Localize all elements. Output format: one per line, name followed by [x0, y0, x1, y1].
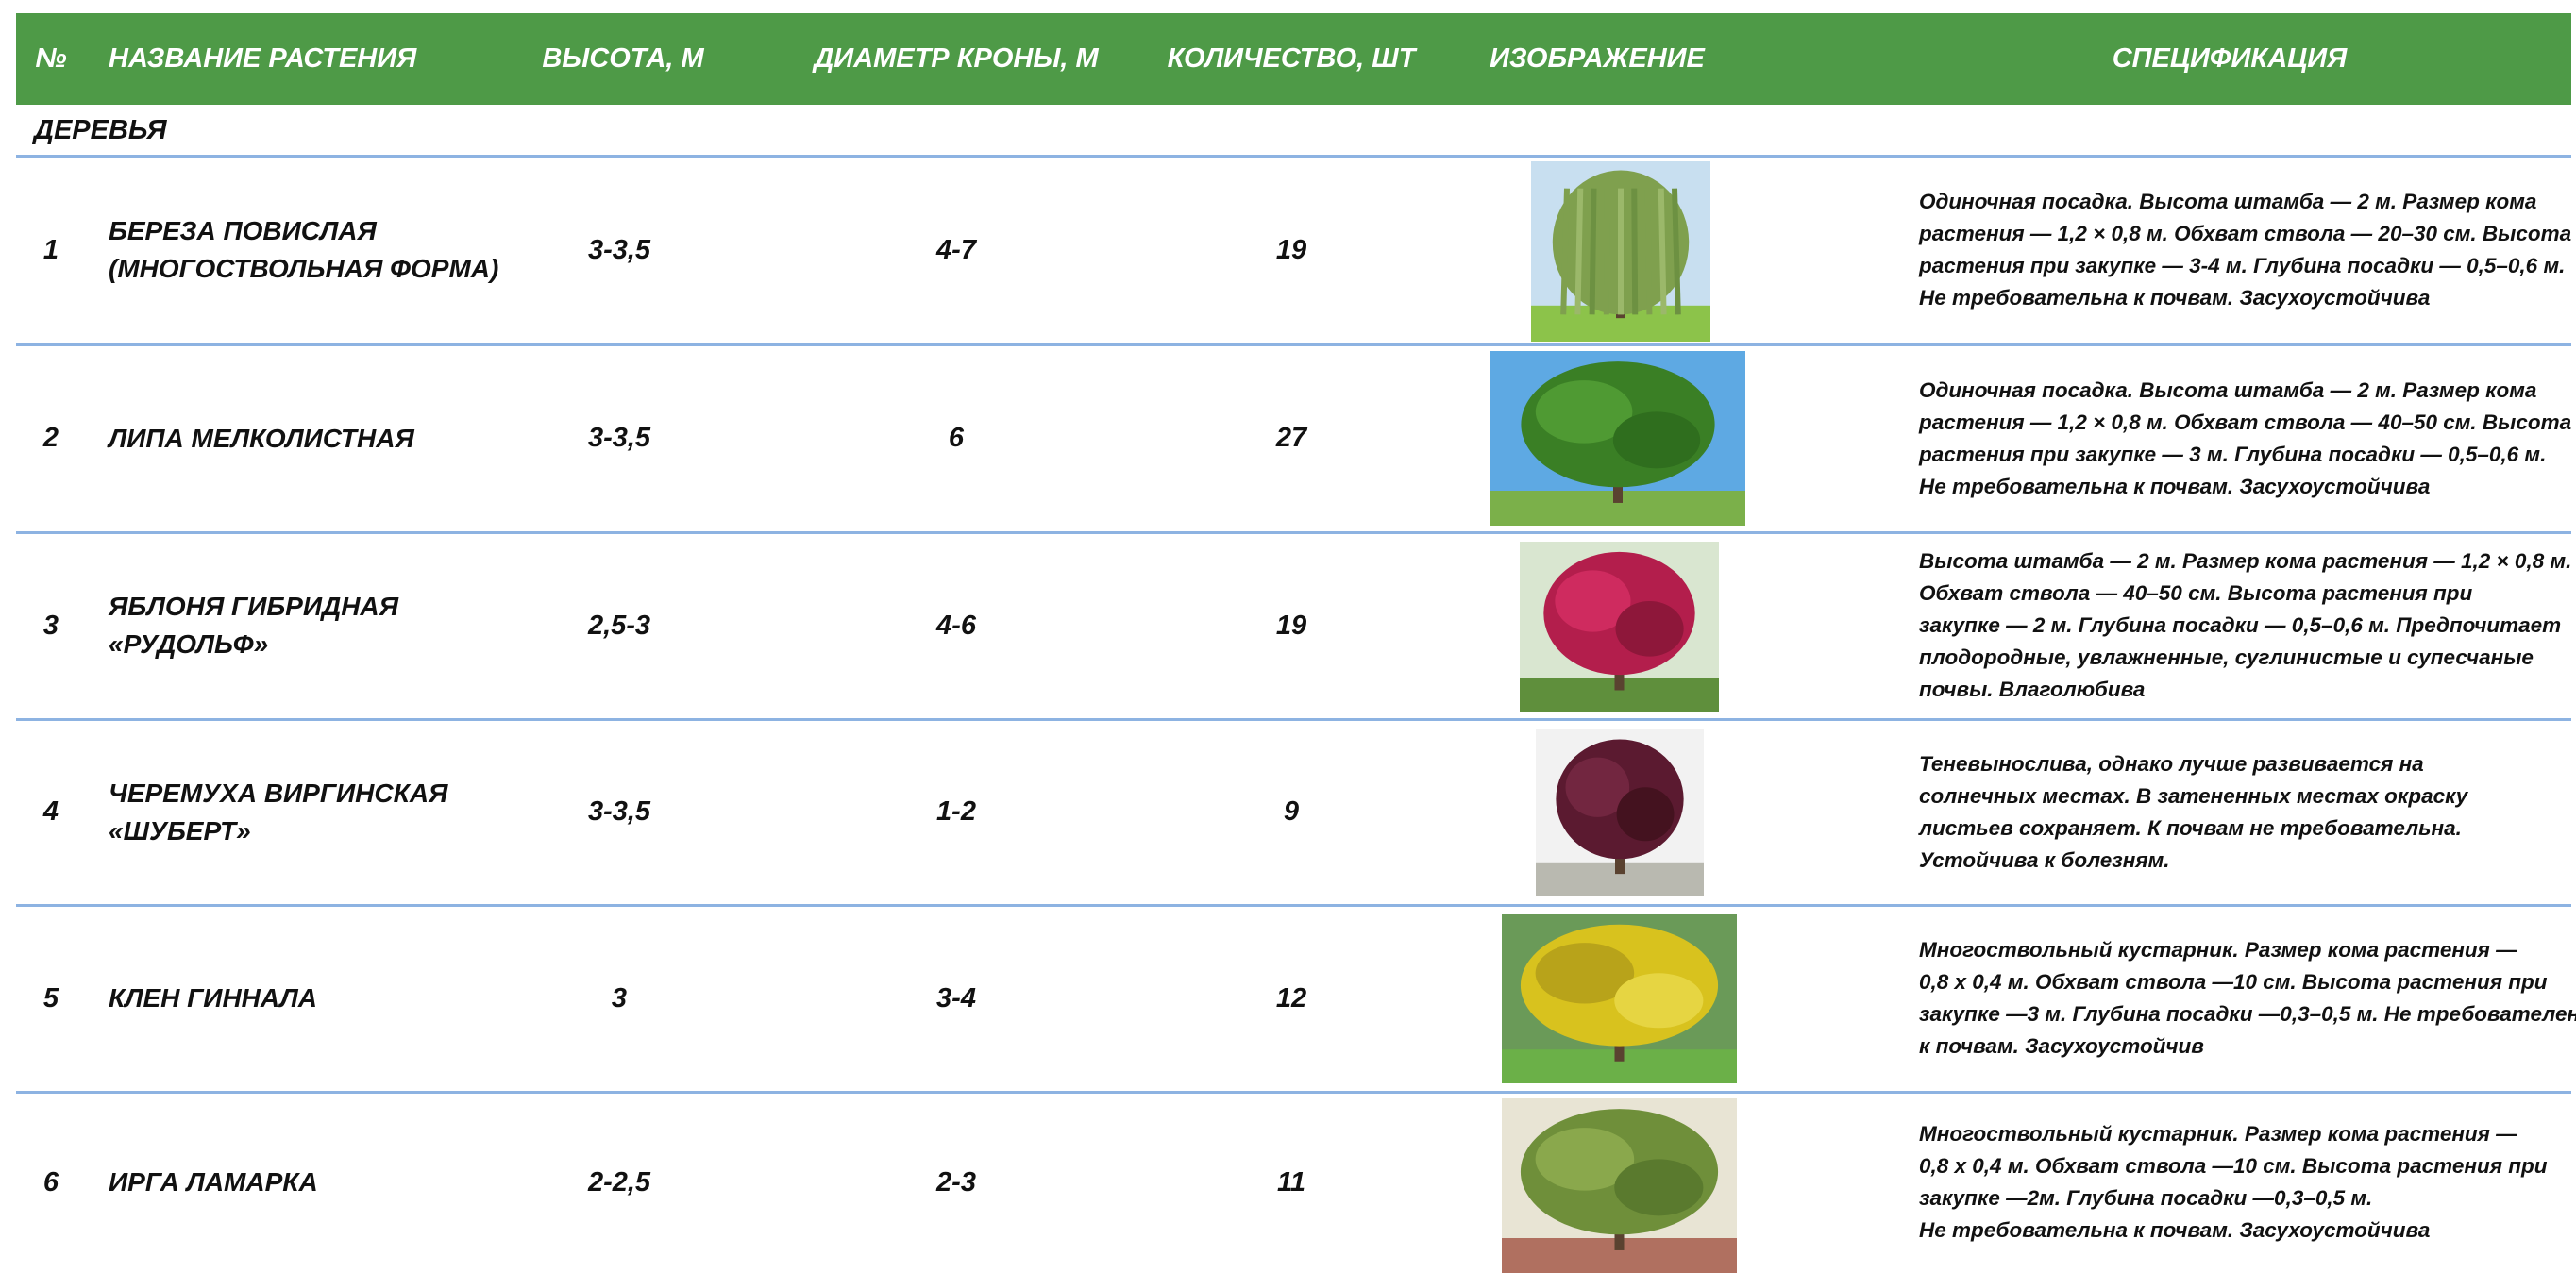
spec-line: к почвам. Засухоустойчив [1919, 1030, 2576, 1063]
plant-name: КЛЕН ГИННАЛА [109, 905, 317, 1092]
plant-name-line: ИРГА ЛАМАРКА [109, 1164, 318, 1201]
cell-quantity: 27 [1150, 344, 1433, 532]
image-shape [1577, 189, 1580, 315]
spec-line: Многоствольный кустарник. Размер кома ра… [1919, 1118, 2547, 1150]
cell-quantity: 11 [1150, 1092, 1433, 1273]
image-shape [1614, 973, 1703, 1028]
row-number: 3 [23, 532, 79, 719]
image-shape [1613, 411, 1700, 468]
cell-quantity: 9 [1150, 719, 1433, 905]
spec-line: солнечных местах. В затененных местах ок… [1919, 780, 2467, 812]
specification: Многоствольный кустарник. Размер кома ра… [1919, 905, 2576, 1092]
spec-line: Обхват ствола — 40–50 см. Высота растени… [1919, 578, 2571, 610]
body: №НАЗВАНИЕ РАСТЕНИЯВЫСОТА, МДИАМЕТР КРОНЫ… [0, 0, 2576, 1273]
spec-line: Одиночная посадка. Высота штамба — 2 м. … [1919, 375, 2571, 407]
image-shape [1614, 1159, 1703, 1215]
cell-height: 3 [478, 905, 761, 1092]
cell-height: 2-2,5 [478, 1092, 761, 1273]
row-number: 1 [23, 156, 79, 344]
plant-table: №НАЗВАНИЕ РАСТЕНИЯВЫСОТА, МДИАМЕТР КРОНЫ… [0, 0, 2576, 1273]
column-header: ИЗОБРАЖЕНИЕ [1314, 13, 1880, 105]
image-shape [1617, 787, 1675, 841]
image-shape [1592, 189, 1594, 315]
cell-diameter: 4-6 [815, 532, 1098, 719]
cell-quantity: 19 [1150, 532, 1433, 719]
spec-line: Многоствольный кустарник. Размер кома ра… [1919, 934, 2576, 966]
plant-image [1520, 542, 1719, 712]
plant-name: ЛИПА МЕЛКОЛИСТНАЯ [109, 344, 414, 532]
spec-line: почвы. Влаголюбива [1919, 674, 2571, 706]
plant-name-line: «РУДОЛЬФ» [109, 626, 398, 663]
spec-line: растения — 1,2 × 0,8 м. Обхват ствола — … [1919, 407, 2571, 439]
cell-diameter: 3-4 [815, 905, 1098, 1092]
row-number: 2 [23, 344, 79, 532]
row-number: 6 [23, 1092, 79, 1273]
plant-image [1531, 161, 1710, 342]
row-number: 5 [23, 905, 79, 1092]
spec-line: растения — 1,2 × 0,8 м. Обхват ствола — … [1919, 218, 2571, 250]
image-shape [1563, 189, 1567, 315]
specification: Высота штамба — 2 м. Размер кома растени… [1919, 532, 2571, 719]
spec-line: Не требовательна к почвам. Засухоустойчи… [1919, 471, 2571, 503]
image-shape [1675, 189, 1678, 315]
spec-line: растения при закупке — 3-4 м. Глубина по… [1919, 250, 2571, 282]
plant-name: ЧЕРЕМУХА ВИРГИНСКАЯ«ШУБЕРТ» [109, 719, 447, 905]
spec-line: растения при закупке — 3 м. Глубина поса… [1919, 439, 2571, 471]
image-shape [1607, 189, 1608, 315]
image-shape [1634, 189, 1635, 315]
section-title: ДЕРЕВЬЯ [34, 105, 166, 156]
cell-diameter: 1-2 [815, 719, 1098, 905]
plant-name: ЯБЛОНЯ ГИБРИДНАЯ«РУДОЛЬФ» [109, 532, 398, 719]
row-number: 4 [23, 719, 79, 905]
spec-line: Одиночная посадка. Высота штамба — 2 м. … [1919, 186, 2571, 218]
spec-line: Не требовательна к почвам. Засухоустойчи… [1919, 1214, 2547, 1247]
spec-line: 0,8 х 0,4 м. Обхват ствола —10 см. Высот… [1919, 966, 2576, 998]
spec-line: закупке —2м. Глубина посадки —0,3–0,5 м. [1919, 1182, 2547, 1214]
spec-line: 0,8 х 0,4 м. Обхват ствола —10 см. Высот… [1919, 1150, 2547, 1182]
spec-line: Устойчива к болезням. [1919, 845, 2467, 877]
plant-image [1536, 729, 1704, 896]
cell-diameter: 4-7 [815, 156, 1098, 344]
plant-image [1502, 1098, 1737, 1273]
specification: Многоствольный кустарник. Размер кома ра… [1919, 1092, 2547, 1273]
specification: Теневынослива, однако лучше развивается … [1919, 719, 2467, 905]
spec-line: Теневынослива, однако лучше развивается … [1919, 748, 2467, 780]
image-shape [1615, 601, 1683, 657]
cell-diameter: 6 [815, 344, 1098, 532]
spec-line: листьев сохраняет. К почвам не требовате… [1919, 812, 2467, 845]
plant-name: ИРГА ЛАМАРКА [109, 1092, 318, 1273]
specification: Одиночная посадка. Высота штамба — 2 м. … [1919, 156, 2571, 344]
cell-height: 3-3,5 [478, 156, 761, 344]
plant-name-line: КЛЕН ГИННАЛА [109, 980, 317, 1017]
plant-name-line: ЧЕРЕМУХА ВИРГИНСКАЯ [109, 775, 447, 812]
plant-name-line: БЕРЕЗА ПОВИСЛАЯ [109, 212, 498, 250]
spec-line: плодородные, увлажненные, суглинистые и … [1919, 642, 2571, 674]
column-header: СПЕЦИФИКАЦИЯ [1946, 13, 2513, 105]
specification: Одиночная посадка. Высота штамба — 2 м. … [1919, 344, 2571, 532]
plant-name-line: «ШУБЕРТ» [109, 812, 447, 850]
spec-line: Не требовательна к почвам. Засухоустойчи… [1919, 282, 2571, 314]
cell-height: 3-3,5 [478, 719, 761, 905]
cell-quantity: 19 [1150, 156, 1433, 344]
plant-image [1502, 914, 1737, 1083]
cell-height: 3-3,5 [478, 344, 761, 532]
spec-line: закупке —3 м. Глубина посадки —0,3–0,5 м… [1919, 998, 2576, 1030]
spec-line: закупке — 2 м. Глубина посадки — 0,5–0,6… [1919, 610, 2571, 642]
plant-image [1490, 351, 1745, 526]
plant-name: БЕРЕЗА ПОВИСЛАЯ(МНОГОСТВОЛЬНАЯ ФОРМА) [109, 156, 498, 344]
image-shape [1661, 189, 1664, 315]
image-shape [1648, 189, 1650, 315]
spec-line: Высота штамба — 2 м. Размер кома растени… [1919, 545, 2571, 578]
cell-diameter: 2-3 [815, 1092, 1098, 1273]
plant-name-line: ЯБЛОНЯ ГИБРИДНАЯ [109, 588, 398, 626]
page: Plant table {"header":{"columns":["№","Н… [0, 0, 2576, 1273]
plant-name-line: (МНОГОСТВОЛЬНАЯ ФОРМА) [109, 250, 498, 288]
cell-quantity: 12 [1150, 905, 1433, 1092]
plant-name-line: ЛИПА МЕЛКОЛИСТНАЯ [109, 420, 414, 458]
cell-height: 2,5-3 [478, 532, 761, 719]
